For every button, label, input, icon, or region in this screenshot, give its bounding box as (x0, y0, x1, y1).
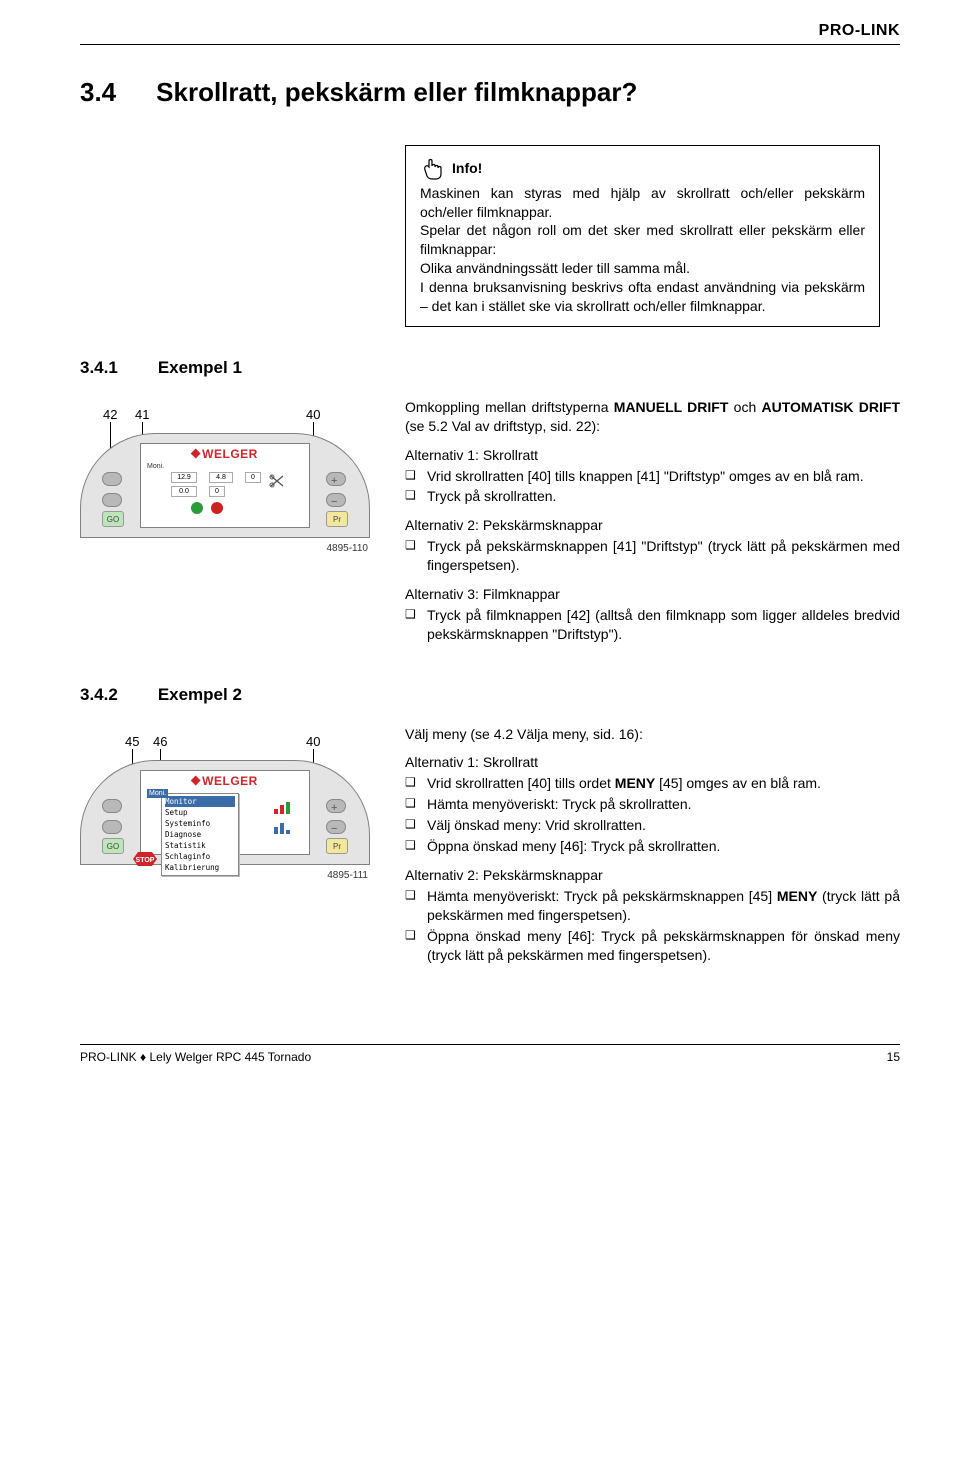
minus-icon-2: − (331, 822, 337, 837)
ex1-a3-li1: Tryck på filmknappen [42] (alltså den fi… (405, 606, 900, 644)
ex2-a2-title: Alternativ 2: Pekskärmsknappar (405, 866, 900, 885)
pr-chip: Pr (326, 511, 348, 527)
stats-icon (273, 821, 295, 835)
ex1-num: 3.4.1 (80, 358, 118, 377)
ex2-a1-li3: Välj önskad meny: Vrid skrollratten. (405, 816, 900, 835)
callout-42: 42 (103, 406, 117, 424)
menu-dropdown: Monitor Setup Systeminfo Diagnose Statis… (161, 793, 239, 876)
section-number: 3.4 (80, 77, 116, 107)
info-p4: I denna bruksanvisning beskrivs ofta end… (420, 278, 865, 316)
hand-icon (420, 156, 446, 182)
val-1: 12.9 (171, 472, 197, 483)
red-indicator-icon (211, 502, 223, 514)
figure-id-2: 4895-111 (327, 869, 368, 883)
ex1-title: 3.4.1 Exempel 1 (80, 357, 900, 380)
scissors-icon (269, 474, 287, 488)
info-p2: Spelar det någon roll om det sker med sk… (420, 221, 865, 259)
menu-item: Kalibrierung (165, 862, 235, 873)
screen-label: Moni. (147, 462, 164, 471)
section-title-text: Skrollratt, pekskärm eller filmknappar? (156, 77, 637, 107)
ex2-a2-li1: Hämta menyöveriskt: Tryck på pekskärmskn… (405, 887, 900, 925)
ex2-title: 3.4.2 Exempel 2 (80, 684, 900, 707)
info-box: Info! Maskinen kan styras med hjälp av s… (405, 145, 880, 327)
callout-46: 46 (153, 733, 167, 751)
stop-icon: STOP (132, 851, 158, 869)
go-chip-2: GO (102, 838, 124, 854)
brand-logo-2: WELGER (192, 773, 258, 789)
callout-45: 45 (125, 733, 139, 751)
menu-item: Systeminfo (165, 818, 235, 829)
ex2-title-text: Exempel 2 (158, 685, 242, 704)
go-chip: GO (102, 511, 124, 527)
page-header: PRO-LINK (80, 20, 900, 45)
ex1-a2-title: Alternativ 2: Pekskärmsknappar (405, 516, 900, 535)
ex1-a1-title: Alternativ 1: Skrollratt (405, 446, 900, 465)
ex2-a1-li1: Vrid skrollratten [40] tills ordet MENY … (405, 774, 900, 793)
green-indicator-icon (191, 502, 203, 514)
ex1-a1-li2: Tryck på skrollratten. (405, 487, 900, 506)
ex1-a1-li1: Vrid skrollratten [40] tills knappen [41… (405, 467, 900, 486)
callout-40b: 40 (306, 733, 320, 751)
ex2-a1-title: Alternativ 1: Skrollratt (405, 753, 900, 772)
section-title: 3.4 Skrollratt, pekskärm eller filmknappa… (80, 75, 900, 110)
plus-icon-2: + (331, 801, 337, 816)
info-label: Info! (452, 159, 482, 178)
ex2-a2-li2: Öppna önskad meny [46]: Tryck på pekskär… (405, 927, 900, 965)
val-4: 0.0 (171, 486, 197, 497)
val-5: 0 (209, 486, 225, 497)
figure-id-1: 4895-110 (326, 542, 368, 556)
val-2: 4.8 (209, 472, 233, 483)
callout-40: 40 (306, 406, 320, 424)
ex1-title-text: Exempel 1 (158, 358, 242, 377)
menu-item: Monitor (165, 796, 235, 807)
pr-chip-2: Pr (326, 838, 348, 854)
info-p3: Olika användningssätt leder till samma m… (420, 259, 865, 278)
brand-logo: WELGER (192, 446, 258, 462)
svg-text:STOP: STOP (136, 857, 155, 864)
ex2-a1-li4: Öppna önskad meny [46]: Tryck på skrollr… (405, 837, 900, 856)
footer-left: PRO-LINK ♦ Lely Welger RPC 445 Tornado (80, 1049, 311, 1065)
ex2-a1-li2: Hämta menyöveriskt: Tryck på skrollratte… (405, 795, 900, 814)
ex1-a2-li1: Tryck på pekskärmsknappen [41] "Driftsty… (405, 537, 900, 575)
device-figure-1: 42 41 40 WELGER Moni. 12.9 4.8 0 0.0 0 (80, 398, 370, 538)
info-p1: Maskinen kan styras med hjälp av skrollr… (420, 184, 865, 222)
minus-icon: − (331, 495, 337, 510)
menu-item: Setup (165, 807, 235, 818)
ex2-intro: Välj meny (se 4.2 Välja meny, sid. 16): (405, 725, 900, 744)
chart-icon (273, 801, 295, 815)
device-figure-2: 45 46 40 WELGER Monitor Setup Systeminfo… (80, 725, 370, 865)
ex1-intro: Omkoppling mellan driftstyperna MANUELL … (405, 398, 900, 436)
val-3: 0 (245, 472, 261, 483)
menu-item: Diagnose (165, 829, 235, 840)
menu-item: Schlaginfo (165, 851, 235, 862)
menu-item: Statistik (165, 840, 235, 851)
page-footer: PRO-LINK ♦ Lely Welger RPC 445 Tornado 1… (80, 1044, 900, 1065)
plus-icon: + (331, 474, 337, 489)
ex2-num: 3.4.2 (80, 685, 118, 704)
ex1-a3-title: Alternativ 3: Filmknappar (405, 585, 900, 604)
footer-page-num: 15 (887, 1049, 900, 1065)
callout-41: 41 (135, 406, 149, 424)
menu-tab: Moni. (147, 789, 168, 798)
